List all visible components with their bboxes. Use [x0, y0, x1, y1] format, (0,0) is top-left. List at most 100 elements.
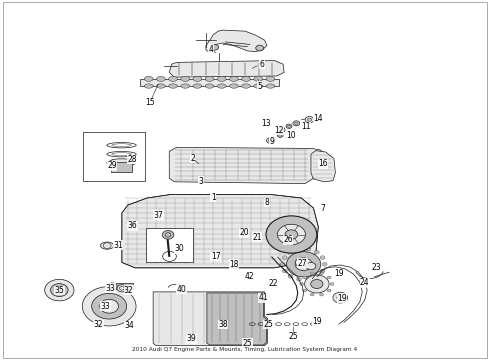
Text: 5: 5 — [257, 82, 262, 91]
Text: 23: 23 — [371, 263, 381, 272]
Circle shape — [296, 247, 301, 251]
Circle shape — [279, 134, 282, 136]
Polygon shape — [122, 194, 318, 268]
Circle shape — [319, 293, 323, 296]
Text: 32: 32 — [124, 285, 133, 294]
Text: 31: 31 — [113, 241, 123, 250]
Ellipse shape — [181, 76, 190, 81]
Circle shape — [310, 293, 314, 296]
Ellipse shape — [193, 84, 202, 88]
Text: 25: 25 — [243, 339, 252, 348]
Ellipse shape — [229, 84, 238, 88]
Text: 29: 29 — [107, 161, 117, 170]
Circle shape — [322, 262, 327, 266]
Circle shape — [310, 272, 314, 275]
Circle shape — [277, 133, 283, 137]
Circle shape — [296, 278, 301, 281]
Circle shape — [305, 275, 329, 293]
Circle shape — [295, 258, 307, 267]
Ellipse shape — [242, 84, 250, 88]
Circle shape — [162, 230, 174, 239]
Text: 20: 20 — [239, 228, 249, 237]
Text: 26: 26 — [283, 235, 293, 244]
Circle shape — [288, 275, 293, 278]
Text: 40: 40 — [176, 285, 186, 294]
Text: 19: 19 — [313, 317, 322, 326]
Text: 4: 4 — [208, 45, 213, 54]
Circle shape — [282, 256, 287, 259]
Polygon shape — [169, 60, 284, 77]
Circle shape — [211, 44, 219, 50]
Circle shape — [55, 287, 63, 293]
Text: 18: 18 — [229, 260, 239, 269]
Text: 41: 41 — [259, 293, 269, 302]
Text: 37: 37 — [154, 211, 163, 220]
Bar — [83, 132, 146, 181]
Circle shape — [305, 117, 314, 123]
Circle shape — [314, 275, 319, 278]
Text: 19: 19 — [334, 269, 343, 278]
Circle shape — [330, 283, 334, 285]
Text: 8: 8 — [265, 198, 270, 207]
Circle shape — [82, 287, 136, 326]
Ellipse shape — [254, 76, 263, 81]
Bar — [111, 161, 132, 172]
Text: 33: 33 — [106, 284, 116, 293]
Text: 30: 30 — [174, 244, 184, 253]
Ellipse shape — [111, 159, 132, 162]
Text: 12: 12 — [274, 126, 284, 135]
Text: 17: 17 — [211, 252, 220, 261]
Polygon shape — [311, 150, 335, 182]
Circle shape — [285, 230, 298, 239]
Text: 3: 3 — [198, 176, 203, 185]
Circle shape — [293, 121, 300, 126]
Bar — [111, 283, 133, 289]
Polygon shape — [206, 30, 267, 51]
Ellipse shape — [156, 76, 165, 81]
Circle shape — [288, 125, 291, 127]
Text: 42: 42 — [245, 271, 255, 280]
Ellipse shape — [254, 84, 263, 88]
Circle shape — [278, 127, 285, 132]
Text: 35: 35 — [54, 286, 64, 295]
Circle shape — [50, 284, 68, 297]
Circle shape — [327, 276, 331, 279]
Text: 14: 14 — [314, 114, 323, 123]
Circle shape — [256, 45, 264, 51]
Circle shape — [92, 293, 126, 319]
Text: 1: 1 — [211, 193, 216, 202]
Circle shape — [286, 124, 292, 129]
Text: 27: 27 — [298, 259, 307, 268]
Ellipse shape — [229, 76, 238, 81]
Ellipse shape — [181, 84, 190, 88]
Circle shape — [333, 292, 347, 303]
Text: 2: 2 — [190, 154, 195, 163]
Circle shape — [282, 269, 287, 273]
Circle shape — [307, 118, 312, 121]
Circle shape — [266, 216, 317, 253]
Circle shape — [280, 262, 285, 266]
Polygon shape — [153, 292, 268, 346]
Circle shape — [303, 276, 307, 279]
Ellipse shape — [205, 84, 214, 88]
Text: 13: 13 — [261, 119, 271, 128]
Circle shape — [294, 122, 298, 125]
FancyArrowPatch shape — [167, 236, 169, 256]
Circle shape — [303, 289, 307, 292]
Ellipse shape — [193, 76, 202, 81]
Text: 25: 25 — [288, 332, 298, 341]
Ellipse shape — [205, 76, 214, 81]
Text: 16: 16 — [318, 159, 328, 168]
Text: 28: 28 — [128, 155, 137, 164]
Text: 24: 24 — [360, 278, 369, 287]
Circle shape — [306, 278, 311, 281]
Text: 21: 21 — [252, 233, 262, 242]
Text: 39: 39 — [186, 334, 196, 343]
Circle shape — [320, 269, 325, 273]
Circle shape — [45, 279, 74, 301]
Text: 22: 22 — [269, 279, 278, 288]
Ellipse shape — [266, 76, 275, 81]
Circle shape — [107, 283, 117, 290]
Circle shape — [117, 285, 127, 292]
Text: 38: 38 — [218, 320, 228, 329]
